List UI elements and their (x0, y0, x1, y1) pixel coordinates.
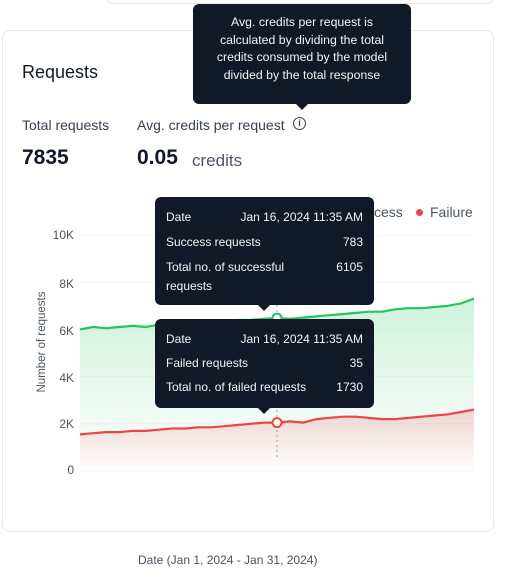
y-tick-6k: 6K (59, 324, 74, 338)
tooltip-line: calculated by dividing the total (219, 32, 385, 47)
tooltip-date-value: Jan 16, 2024 11:35 AM (240, 332, 363, 346)
y-tick-10k: 10K (52, 228, 74, 242)
tooltip-total-failed-label: Total no. of failed requests (166, 380, 307, 394)
failure-tooltip: Date Jan 16, 2024 11:35 AM Failed reques… (155, 319, 374, 414)
legend-success-label[interactable]: cess (374, 204, 403, 220)
legend-failure-dot (416, 209, 423, 216)
card-title: Requests (22, 62, 99, 82)
tooltip-failed-label: Failed requests (166, 356, 249, 370)
tooltip-date-row: Date Jan 16, 2024 11:35 AM (166, 210, 363, 224)
tooltip-failed-row: Failed requests 35 (166, 356, 363, 370)
avg-credits-tooltip: Avg. credits per request is calculated b… (193, 4, 411, 110)
tooltip-total-failed-row: Total no. of failed requests 1730 (166, 380, 363, 394)
y-tick-2k: 2K (59, 417, 74, 431)
tooltip-total-success-value: 6105 (336, 260, 363, 274)
legend-failure-label[interactable]: Failure (430, 204, 473, 220)
tooltip-date-value: Jan 16, 2024 11:35 AM (240, 210, 363, 224)
tooltip-success-label: Success requests (166, 235, 261, 249)
y-tick-0: 0 (67, 463, 74, 477)
y-tick-8k: 8K (59, 277, 74, 291)
tooltip-success-value: 783 (342, 235, 363, 249)
tooltip-total-success-label-2: requests (166, 279, 213, 293)
x-axis-label: Date (Jan 1, 2024 - Jan 31, 2024) (138, 553, 318, 567)
tooltip-date-label: Date (166, 332, 192, 346)
avg-credits-value: 0.05 (137, 146, 178, 169)
avg-credits-label: Avg. credits per request (137, 117, 285, 133)
tooltip-date-label: Date (166, 210, 192, 224)
tooltip-date-row: Date Jan 16, 2024 11:35 AM (166, 332, 363, 346)
tooltip-total-success-row-2: requests (166, 279, 363, 293)
y-tick-4k: 4K (59, 371, 74, 385)
tooltip-total-success-label: Total no. of successful (166, 260, 285, 274)
info-icon[interactable]: i (293, 117, 306, 130)
tooltip-total-failed-value: 1730 (336, 380, 363, 394)
total-requests-label: Total requests (22, 117, 110, 133)
tooltip-line: Avg. credits per request is (231, 15, 373, 29)
tooltip-success-row: Success requests 783 (166, 235, 363, 249)
tooltip-line: divided by the total response (223, 67, 381, 82)
tooltip-total-success-row: Total no. of successful 6105 (166, 260, 363, 274)
failure-highlight-point[interactable] (271, 417, 283, 429)
avg-credits-unit: credits (192, 151, 243, 170)
tooltip-line: credits consumed by the model (216, 50, 388, 64)
success-tooltip: Date Jan 16, 2024 11:35 AM Success reque… (155, 197, 374, 311)
tooltip-failed-value: 35 (349, 356, 363, 370)
total-requests-value: 7835 (22, 146, 69, 169)
